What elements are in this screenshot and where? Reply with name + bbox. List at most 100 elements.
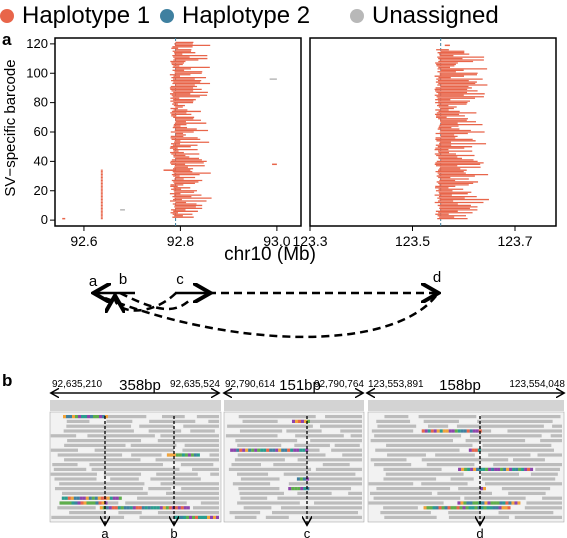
read	[137, 496, 219, 500]
mismatch-base	[487, 501, 491, 505]
mismatch-base	[207, 515, 210, 519]
x-tick-label: 123.5	[395, 233, 430, 249]
y-tick-label: 60	[34, 124, 48, 139]
igv-region-3: 123,553,891 123,554,048 158bp	[368, 377, 565, 394]
mismatch-base	[466, 501, 470, 505]
mismatch-base	[482, 467, 486, 471]
x-axis-label: chr10 (Mb)	[224, 244, 316, 265]
read	[157, 439, 219, 443]
mismatch-base	[493, 501, 497, 505]
mismatch-base	[181, 453, 185, 457]
read	[325, 415, 362, 419]
read	[166, 491, 219, 495]
read	[227, 424, 313, 428]
x-tick-label: 123.7	[497, 233, 532, 249]
mismatch-base	[475, 501, 479, 505]
read	[421, 458, 509, 462]
mismatch-base	[424, 429, 428, 433]
legend-item-haplotype-2: Haplotype 2	[160, 2, 310, 30]
read	[59, 482, 145, 486]
igv-track	[49, 400, 222, 523]
mismatch-base	[306, 419, 310, 423]
mismatch-base	[100, 496, 104, 500]
igv-region-2: 92,790,614 92,790,764 151bp	[225, 377, 364, 394]
mismatch-base	[504, 506, 508, 510]
mismatch-base	[74, 501, 78, 505]
read	[180, 463, 214, 467]
mismatch-base	[460, 501, 464, 505]
mismatch-base	[421, 429, 425, 433]
mismatch-base	[466, 429, 470, 433]
read	[51, 515, 125, 519]
mismatch-base	[281, 448, 285, 452]
mismatch-base	[430, 429, 434, 433]
mismatch-base	[129, 506, 133, 510]
mismatch-base	[102, 506, 106, 510]
read	[482, 443, 552, 447]
mismatch-base	[187, 453, 191, 457]
read	[149, 419, 196, 423]
plot-right: 123.3 123.5 123.7	[292, 37, 557, 249]
igv-tracks	[49, 400, 565, 523]
mismatch-base	[79, 496, 83, 500]
mismatch-base	[290, 448, 294, 452]
read	[200, 501, 219, 505]
read	[50, 472, 97, 476]
mismatch-base	[502, 501, 506, 505]
read	[237, 443, 282, 447]
read	[297, 458, 362, 462]
mismatch-base	[126, 506, 130, 510]
read	[535, 467, 560, 471]
read	[57, 453, 123, 457]
mismatch-base	[150, 506, 154, 510]
mismatch-base	[454, 429, 458, 433]
mismatch-base	[467, 467, 471, 471]
read	[481, 477, 556, 481]
mismatch-base	[463, 429, 467, 433]
read	[386, 443, 473, 447]
read	[239, 491, 284, 495]
mismatch-base	[451, 429, 455, 433]
mismatch-base	[296, 477, 300, 481]
mismatch-base	[288, 487, 292, 491]
marker-label: d	[476, 526, 483, 538]
mismatch-base	[505, 501, 509, 505]
mismatch-base	[472, 429, 476, 433]
arc-label-d: d	[433, 269, 441, 286]
read	[228, 467, 312, 471]
read	[239, 429, 283, 433]
mismatch-base	[174, 506, 178, 510]
mismatch-base	[141, 506, 145, 510]
mismatch-base	[216, 515, 219, 519]
read	[383, 477, 437, 481]
mismatch-base	[192, 515, 195, 519]
mismatch-base	[459, 506, 463, 510]
read	[234, 515, 257, 519]
mismatch-base	[514, 501, 518, 505]
read	[375, 448, 460, 452]
mismatch-base	[177, 515, 180, 519]
mismatch-base	[299, 477, 303, 481]
read	[182, 448, 219, 452]
mismatch-base	[201, 515, 204, 519]
region-span: 151bp	[279, 377, 321, 394]
igv-region-1: 92,635,210 92,635,524 358bp	[52, 377, 220, 394]
marker-label: b	[170, 526, 177, 538]
read	[160, 434, 219, 438]
read	[139, 424, 174, 428]
read	[110, 477, 139, 481]
read	[54, 487, 143, 491]
read	[238, 487, 280, 491]
breakpoint-marker-b: b	[170, 416, 177, 538]
mismatch-base	[511, 501, 515, 505]
mismatch-base	[156, 506, 160, 510]
read	[485, 482, 562, 486]
read	[369, 491, 432, 495]
mismatch-base	[180, 515, 183, 519]
panel-b-label: b	[2, 371, 13, 390]
arc-label-b: b	[119, 271, 127, 288]
mismatch-base	[67, 496, 71, 500]
link-c-b	[115, 292, 177, 311]
mismatch-base	[123, 506, 127, 510]
read	[315, 467, 362, 471]
